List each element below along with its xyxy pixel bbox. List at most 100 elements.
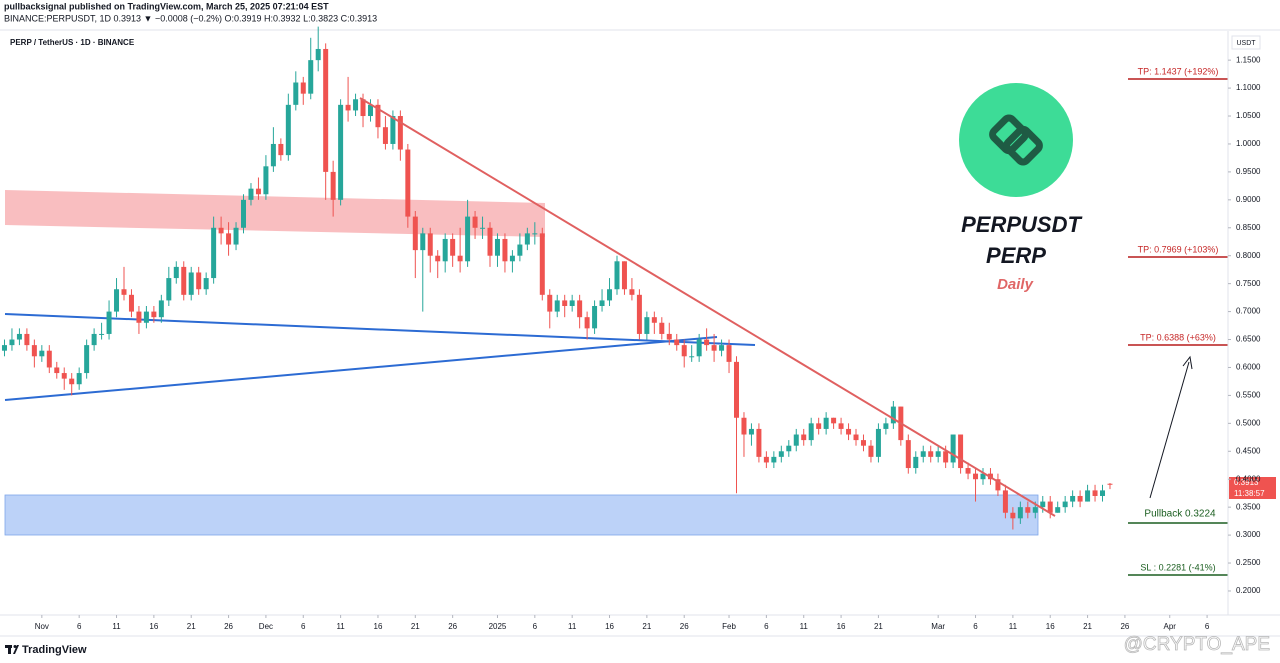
candle-body: [226, 233, 232, 245]
candle-body: [868, 445, 874, 457]
candle-body: [681, 345, 687, 357]
candle-body: [860, 440, 866, 446]
candle-body: [577, 300, 583, 318]
candle-body: [121, 289, 127, 295]
x-tick-label: 11: [568, 622, 577, 631]
candle-body: [1, 345, 7, 351]
candle-body: [480, 227, 486, 229]
candle-body: [1062, 501, 1068, 508]
candle-body: [293, 82, 299, 105]
candle-body: [255, 188, 261, 195]
y-tick-label: 1.1500: [1236, 55, 1261, 64]
x-tick-label: Apr: [1164, 622, 1177, 631]
candle-body: [442, 238, 448, 262]
candle-body: [756, 428, 762, 457]
candle-body: [719, 345, 725, 351]
candle-body: [472, 216, 478, 228]
x-tick-label: 16: [149, 622, 158, 631]
y-tick-label: 0.2500: [1236, 558, 1261, 567]
x-tick-label: 26: [224, 622, 233, 631]
candle-body: [211, 227, 217, 279]
candle-body: [345, 104, 351, 111]
candle-body: [278, 143, 284, 156]
candle-body: [188, 272, 194, 295]
x-tick-label: 11: [1009, 622, 1018, 631]
candle-body: [330, 171, 336, 200]
candle-body: [890, 406, 896, 424]
candle-body: [943, 451, 949, 463]
y-tick-label: 0.6500: [1236, 335, 1261, 344]
candle-body: [607, 289, 613, 301]
candle-body: [99, 333, 105, 335]
x-tick-label: 21: [1083, 622, 1092, 631]
candle-body: [621, 261, 627, 290]
candle-body: [726, 345, 732, 362]
candle-body: [315, 48, 321, 61]
logo-icon: [989, 114, 1043, 166]
candle-body: [61, 373, 67, 379]
candle-body: [913, 456, 919, 469]
y-tick-label: 0.9000: [1236, 195, 1261, 204]
candle-body: [166, 278, 172, 301]
y-tick-label: 0.2000: [1236, 586, 1261, 595]
candle-body: [270, 143, 276, 167]
candle-body: [539, 233, 545, 295]
price-tag: [1229, 477, 1276, 499]
candle-body: [554, 300, 560, 312]
candle-body: [666, 333, 672, 340]
trend-line-red: [359, 97, 1056, 517]
candle-body: [233, 227, 239, 245]
x-tick-label: 26: [1120, 622, 1129, 631]
candle-body: [592, 306, 598, 329]
candle-body: [248, 188, 254, 200]
candle-body: [532, 233, 538, 235]
candle-body: [614, 261, 620, 290]
y-tick-label: 0.6000: [1236, 363, 1261, 372]
candle-body: [114, 289, 120, 312]
x-tick-label: 6: [533, 622, 538, 631]
unit-box: [1231, 35, 1261, 50]
candle-body: [450, 238, 456, 256]
candle-body: [1047, 501, 1053, 513]
candle-body: [46, 350, 52, 368]
candle-body: [1055, 507, 1061, 513]
candle-body: [778, 451, 784, 457]
candle-body: [1002, 490, 1008, 513]
candle-body: [338, 104, 344, 200]
candle-body: [763, 456, 769, 463]
candle-body: [524, 233, 530, 245]
candle-body: [285, 104, 291, 156]
candle-body: [636, 294, 642, 334]
candle-body: [218, 227, 224, 234]
y-tick-label: 0.7000: [1236, 307, 1261, 316]
candle-body: [128, 294, 134, 312]
candle-body: [360, 99, 366, 117]
candle-body: [487, 227, 493, 256]
candle-body: [928, 451, 934, 457]
candle-body: [771, 456, 777, 463]
x-tick-label: 6: [301, 622, 306, 631]
candle-body: [816, 423, 822, 429]
x-tick-label: 16: [605, 622, 614, 631]
brand: TradingView: [22, 644, 87, 656]
candle-body: [547, 294, 553, 312]
candle-body: [659, 322, 665, 334]
y-tick-label: 0.8500: [1236, 223, 1261, 232]
x-tick-label: 26: [680, 622, 689, 631]
y-tick-label: 0.3000: [1236, 530, 1261, 539]
publish-line: pullbacksignal published on TradingView.…: [4, 1, 329, 11]
candle-body: [950, 434, 956, 463]
y-tick-label: 0.5500: [1236, 391, 1261, 400]
candle-body: [509, 255, 515, 262]
candle-body: [382, 127, 388, 144]
candle-body: [143, 311, 149, 323]
countdown: 11:38:57: [1234, 489, 1265, 498]
candle-body: [397, 116, 403, 150]
candle-body: [584, 317, 590, 329]
candle-body: [1092, 490, 1098, 496]
candle-body: [823, 417, 829, 429]
candle-body: [651, 317, 657, 323]
x-tick-label: Mar: [931, 622, 945, 631]
x-tick-label: 11: [112, 622, 121, 631]
